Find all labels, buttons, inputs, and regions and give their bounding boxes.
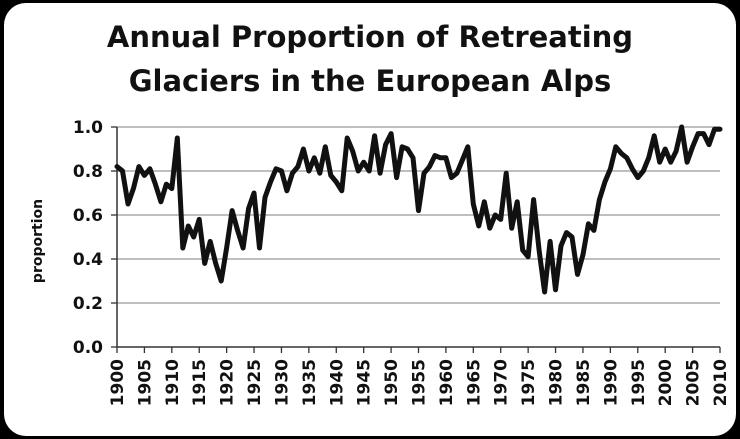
x-tick-labels: 1900 1905 1910 1915 1920 1925 1930 1935 1940 1945… xyxy=(108,359,731,406)
chart-frame: Annual Proportion of Retreating Glaciers… xyxy=(4,3,736,436)
axes xyxy=(111,126,721,353)
y-tick-label: 0.4 xyxy=(73,250,103,270)
gridlines xyxy=(117,126,720,304)
x-tick-label: 1930 xyxy=(272,359,292,406)
x-tick-label: 1900 xyxy=(108,359,128,406)
series-line-0 xyxy=(114,124,723,295)
x-tick-label: 1945 xyxy=(355,359,375,406)
x-tick-label: 1935 xyxy=(300,359,320,406)
x-tick-label: 1950 xyxy=(382,359,402,406)
x-tick-label: 2000 xyxy=(656,359,676,406)
chart-title-line-1: Annual Proportion of Retreating xyxy=(107,20,633,54)
y-tick-label: 0.8 xyxy=(73,162,103,182)
y-tick-label: 1.0 xyxy=(73,118,103,138)
y-tick-label: 0.2 xyxy=(73,294,103,314)
x-tick-label: 1980 xyxy=(547,359,567,406)
chart-title-line-2: Glaciers in the European Alps xyxy=(129,64,612,98)
x-tick-label: 1920 xyxy=(218,359,238,406)
x-tick-label: 1905 xyxy=(135,359,155,406)
x-tick-label: 2010 xyxy=(711,359,731,406)
x-tick-label: 1955 xyxy=(410,359,430,406)
y-tick-labels: 0.0 0.2 0.4 0.6 0.8 1.0 xyxy=(73,118,103,358)
y-tick-label: 0.0 xyxy=(73,338,103,358)
x-tick-label: 1910 xyxy=(163,359,183,406)
x-tick-label: 1940 xyxy=(327,359,347,406)
y-tick-label: 0.6 xyxy=(73,206,103,226)
x-tick-label: 1970 xyxy=(492,359,512,406)
x-tick-label: 1965 xyxy=(464,359,484,406)
chart-canvas: Annual Proportion of Retreating Glaciers… xyxy=(30,20,731,406)
x-tick-label: 2005 xyxy=(684,359,704,406)
x-tick-label: 1960 xyxy=(437,359,457,406)
x-tick-label: 1975 xyxy=(519,359,539,406)
x-tick-label: 1925 xyxy=(245,359,265,406)
series-group xyxy=(114,124,723,295)
x-tick-label: 1995 xyxy=(629,359,649,406)
x-tick-label: 1915 xyxy=(190,359,210,406)
y-axis-label: proportion xyxy=(30,199,46,283)
x-tick-label: 1985 xyxy=(574,359,594,406)
x-tick-label: 1990 xyxy=(601,359,621,406)
